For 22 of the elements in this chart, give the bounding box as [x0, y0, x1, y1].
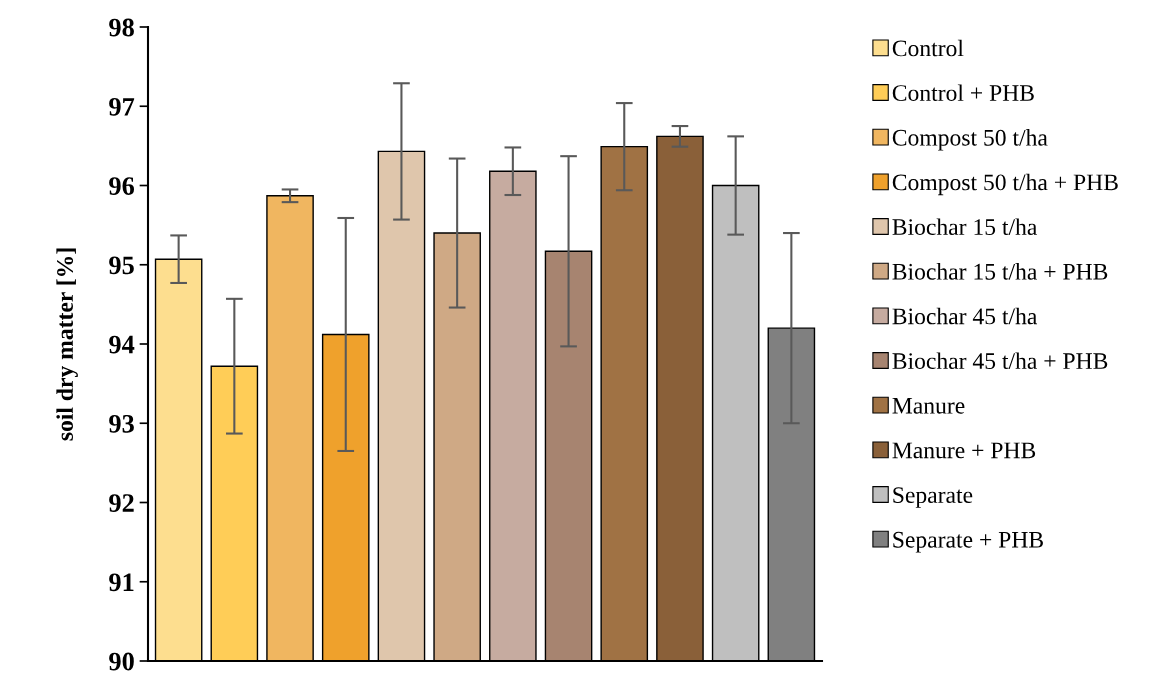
legend-label: Biochar 45 t/ha [892, 307, 1038, 325]
legend-label: Control [892, 39, 964, 57]
legend-label: Manure + PHB [892, 442, 1036, 459]
legend-label: Biochar 15 t/ha [892, 218, 1038, 236]
y-axis-title: soil dry matter [%] [56, 248, 78, 441]
y-tick-label: 93 [109, 414, 134, 433]
y-tick-label: 92 [109, 494, 134, 512]
legend-label: Manure [892, 398, 965, 414]
legend-label: Separate + PHB [893, 531, 1043, 553]
y-tick-label: 94 [109, 335, 135, 354]
legend-label: Biochar 45 t/ha + PHB [892, 352, 1108, 370]
legend-label: Compost 50 t/ha + PHB [892, 173, 1118, 196]
legend-label: Control + PHB [892, 84, 1034, 102]
y-tick-label: 90 [109, 652, 134, 671]
y-tick-label: 97 [109, 97, 135, 116]
legend-label: Separate [893, 487, 973, 508]
y-tick-label: 98 [109, 18, 134, 37]
legend-label: Biochar 15 t/ha + PHB [892, 263, 1108, 280]
legend-label: Compost 50 t/ha [892, 129, 1048, 151]
y-tick-label: 91 [109, 573, 134, 592]
y-tick-label: 95 [109, 256, 134, 275]
y-tick-label: 96 [109, 177, 135, 195]
